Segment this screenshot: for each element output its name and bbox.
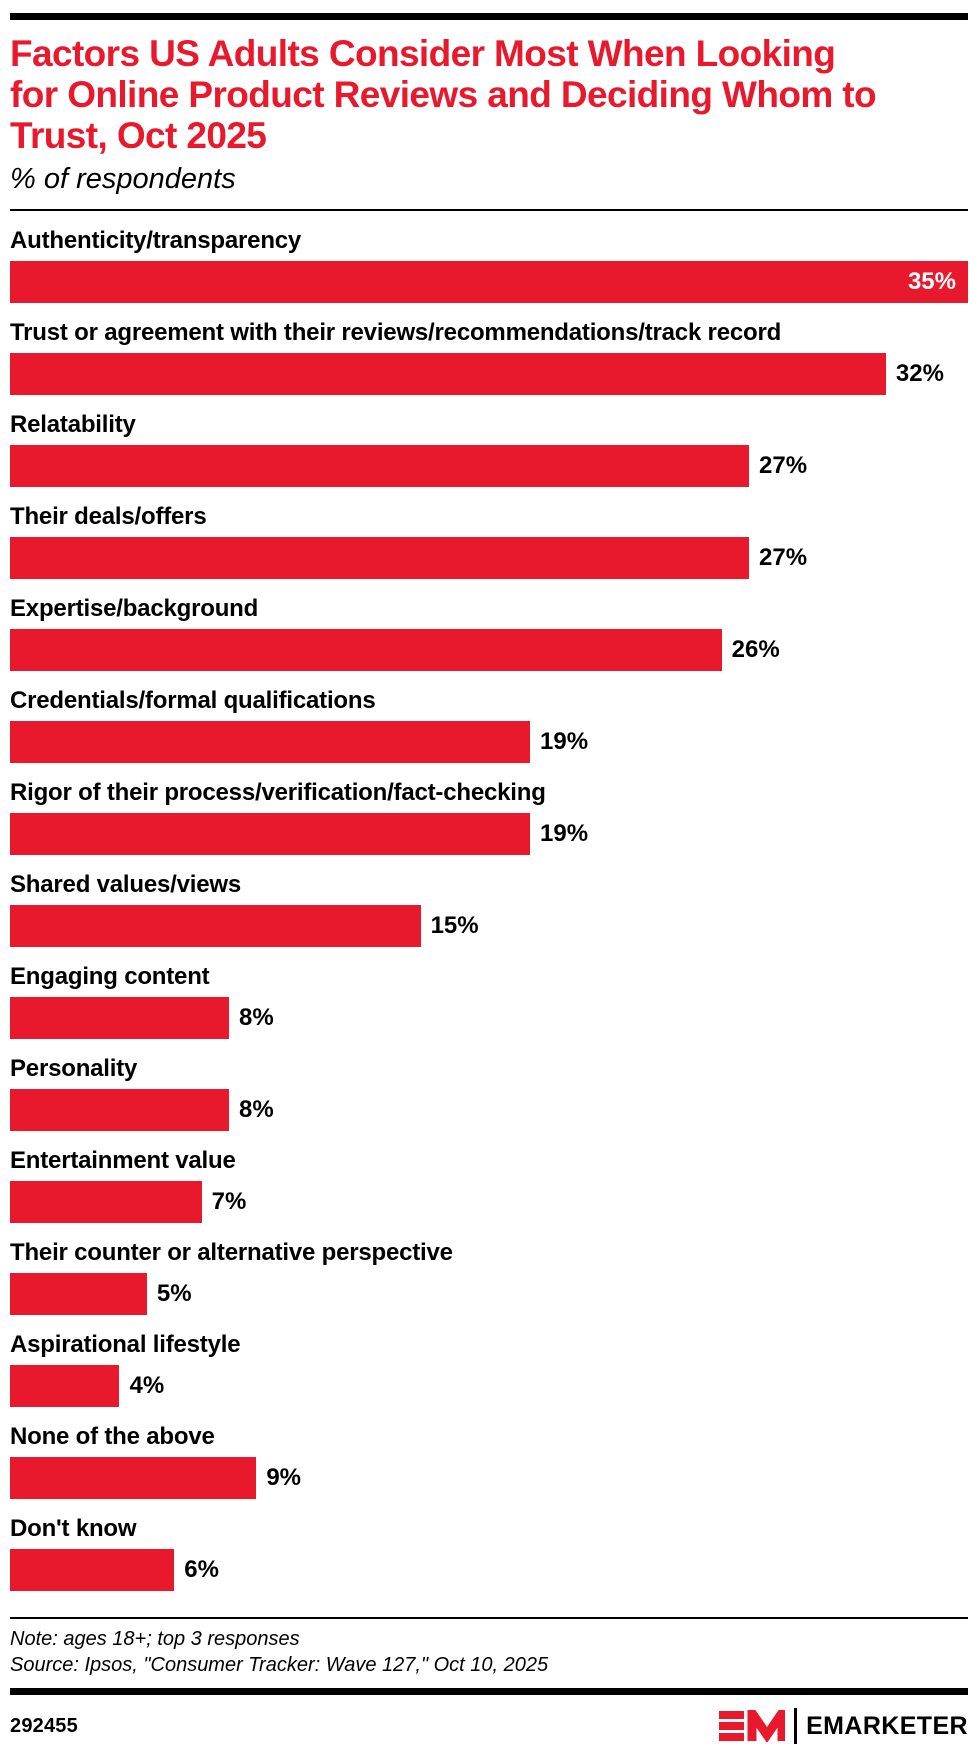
bar-category-label: Authenticity/transparency — [10, 227, 302, 254]
footer-row: 292455 EMARKETER — [10, 1708, 968, 1744]
bar — [10, 353, 886, 395]
bar-value-label: 4% — [129, 1372, 165, 1399]
bar — [10, 997, 229, 1039]
bar-row: Don't know 6% — [10, 1515, 968, 1591]
bar — [10, 1365, 120, 1407]
top-rule — [10, 13, 968, 20]
bar-track: 26% — [10, 629, 968, 671]
bar — [10, 1273, 147, 1315]
bar-track: 5% — [10, 1273, 968, 1315]
bar-row: Aspirational lifestyle 4% — [10, 1331, 968, 1407]
bar-row: Shared values/views 15% — [10, 871, 968, 947]
bar — [10, 1181, 202, 1223]
bar-value-label: 26% — [731, 636, 780, 663]
bar-value-label: 9% — [266, 1464, 302, 1491]
bar-category-label: Rigor of their process/verification/fact… — [10, 779, 546, 806]
bar-category-label: None of the above — [10, 1423, 215, 1450]
bar-row: Their counter or alternative perspective… — [10, 1239, 968, 1315]
bar-category-label: Trust or agreement with their reviews/re… — [10, 319, 782, 346]
bar-category-label: Engaging content — [10, 963, 210, 990]
bar-row: None of the above 9% — [10, 1423, 968, 1499]
logo-wordmark: EMARKETER — [806, 1711, 968, 1740]
bar-track: 8% — [10, 1089, 968, 1131]
emarketer-logo: EMARKETER — [719, 1708, 968, 1744]
chart-page: Factors US Adults Consider Most When Loo… — [0, 13, 980, 1744]
bar-track: 9% — [10, 1457, 968, 1499]
chart-title-line-3: Trust, Oct 2025 — [10, 115, 267, 156]
chart-id: 292455 — [10, 1714, 78, 1737]
bar-track: 15% — [10, 905, 968, 947]
bar-category-label: Personality — [10, 1055, 138, 1082]
bar-value-label: 19% — [540, 820, 589, 847]
bar-track: 8% — [10, 997, 968, 1039]
bar-category-label: Aspirational lifestyle — [10, 1331, 241, 1358]
bar-row: Expertise/background 26% — [10, 595, 968, 671]
bar-category-label: Shared values/views — [10, 871, 241, 898]
bar — [10, 721, 531, 763]
bar-track: 7% — [10, 1181, 968, 1223]
bar-track: 4% — [10, 1365, 968, 1407]
bar-row: Personality 8% — [10, 1055, 968, 1131]
bar-row: Credentials/formal qualifications 19% — [10, 687, 968, 763]
bar-category-label: Their deals/offers — [10, 503, 207, 530]
bar-value-label: 6% — [184, 1556, 219, 1583]
bar-track: 35% — [10, 261, 968, 303]
bar-value-label: 32% — [895, 360, 944, 387]
bar-track: 32% — [10, 353, 968, 395]
bar-value-label: 15% — [430, 912, 479, 939]
bar-value-label: 8% — [238, 1004, 274, 1031]
bar-category-label: Expertise/background — [10, 595, 259, 622]
bar-value-label: 27% — [759, 452, 808, 479]
bar — [10, 445, 750, 487]
bar-row: Rigor of their process/verification/fact… — [10, 779, 968, 855]
bar — [10, 629, 722, 671]
bar-row: Trust or agreement with their reviews/re… — [10, 319, 968, 395]
bar-track: 19% — [10, 721, 968, 763]
notes-divider — [10, 1617, 968, 1619]
bar-row: Authenticity/transparency 35% — [10, 227, 968, 303]
bar-row: Their deals/offers 27% — [10, 503, 968, 579]
bar-value-label: 7% — [211, 1188, 247, 1215]
bar-track: 27% — [10, 445, 968, 487]
bar-category-label: Their counter or alternative perspective — [10, 1239, 453, 1266]
bar-row: Relatability 27% — [10, 411, 968, 487]
bar — [10, 813, 531, 855]
bar — [10, 537, 750, 579]
bar — [10, 1457, 257, 1499]
bar-category-label: Entertainment value — [10, 1147, 236, 1174]
bar-row: Engaging content 8% — [10, 963, 968, 1039]
bar — [10, 1549, 175, 1591]
chart-title: Factors US Adults Consider Most When Loo… — [10, 33, 968, 156]
chart-notes: Note: ages 18+; top 3 responses Source: … — [10, 1626, 968, 1678]
bar-row: Entertainment value 7% — [10, 1147, 968, 1223]
bar-value-label: 8% — [238, 1096, 274, 1123]
bar-track: 6% — [10, 1549, 968, 1591]
source-text: Source: Ipsos, "Consumer Tracker: Wave 1… — [10, 1654, 549, 1676]
bar — [10, 905, 421, 947]
bar-category-label: Credentials/formal qualifications — [10, 687, 376, 714]
bar-track: 27% — [10, 537, 968, 579]
bottom-thick-rule — [10, 1688, 968, 1695]
bar — [10, 1089, 229, 1131]
chart-title-line-2: for Online Product Reviews and Deciding … — [10, 74, 877, 115]
note-text: Note: ages 18+; top 3 responses — [10, 1628, 300, 1650]
chart-subtitle: % of respondents — [10, 163, 236, 195]
chart-title-line-1: Factors US Adults Consider Most When Loo… — [10, 33, 836, 74]
bar-category-label: Don't know — [10, 1515, 137, 1542]
bar-value-label: 19% — [540, 728, 589, 755]
bar-value-label: 35% — [907, 268, 956, 295]
bar-value-label: 27% — [759, 544, 808, 571]
bar: 35% — [10, 261, 968, 303]
header-divider — [10, 209, 968, 211]
em-monogram-icon — [719, 1710, 786, 1742]
logo-divider — [794, 1708, 798, 1744]
bar-track: 19% — [10, 813, 968, 855]
bar-chart: Authenticity/transparency 35% Trust or agr… — [10, 227, 968, 1591]
bar-value-label: 5% — [156, 1280, 192, 1307]
bar-category-label: Relatability — [10, 411, 136, 438]
